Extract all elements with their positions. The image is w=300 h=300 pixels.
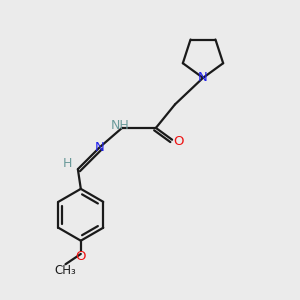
- Text: O: O: [173, 135, 184, 148]
- Text: O: O: [76, 250, 86, 263]
- Text: NH: NH: [111, 119, 130, 132]
- Text: N: N: [94, 141, 104, 154]
- Text: CH₃: CH₃: [55, 264, 76, 277]
- Text: N: N: [198, 71, 208, 84]
- Text: H: H: [63, 157, 72, 170]
